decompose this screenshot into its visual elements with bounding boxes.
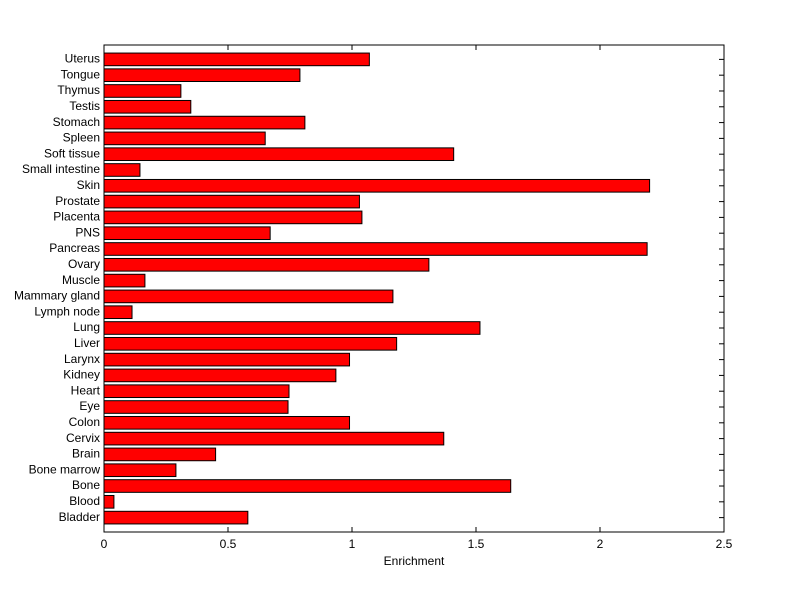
bar xyxy=(103,431,445,446)
bar xyxy=(103,115,306,130)
y-tick-label: Liver xyxy=(74,336,100,350)
y-tick-label: Small intestine xyxy=(22,162,100,176)
y-tick-label: Ovary xyxy=(68,257,100,271)
x-tick-label: 1 xyxy=(349,537,356,551)
y-tick-label: Stomach xyxy=(53,115,100,129)
bar xyxy=(103,242,648,256)
y-tick-label: Mammary gland xyxy=(14,289,100,303)
y-tick-label: Brain xyxy=(72,447,100,461)
bar xyxy=(103,463,177,478)
x-tick-label: 0 xyxy=(101,537,108,551)
bar xyxy=(103,178,651,193)
bar xyxy=(103,479,512,493)
y-tick-label: Kidney xyxy=(63,368,100,382)
bar xyxy=(103,257,430,272)
y-tick-label: Lymph node xyxy=(34,304,100,318)
bar xyxy=(103,415,351,430)
bar xyxy=(103,494,115,509)
bar xyxy=(103,194,360,209)
bar xyxy=(103,289,394,304)
bar xyxy=(103,321,481,335)
y-tick-label: Colon xyxy=(69,415,100,429)
bar xyxy=(103,368,337,383)
y-tick-label: Pancreas xyxy=(49,241,100,255)
y-tick-label: Cervix xyxy=(66,431,100,445)
y-tick-label: Soft tissue xyxy=(44,146,100,160)
bar xyxy=(103,510,249,525)
bar xyxy=(103,352,351,367)
plot-frame xyxy=(103,44,725,533)
bar xyxy=(103,305,133,320)
y-tick-label: Lung xyxy=(73,320,100,334)
y-tick-label: Eye xyxy=(79,399,100,413)
y-tick-label: PNS xyxy=(75,225,100,239)
x-tick-label: 0.5 xyxy=(220,537,237,551)
x-tick-label: 2 xyxy=(597,537,604,551)
y-tick-label: Skin xyxy=(77,178,100,192)
bar xyxy=(103,273,146,288)
y-tick-label: Thymus xyxy=(57,83,100,97)
bar xyxy=(103,52,370,67)
bar xyxy=(103,210,363,225)
y-tick-label: Bone xyxy=(72,478,100,492)
bar xyxy=(103,226,271,241)
y-tick-label: Bladder xyxy=(59,510,100,524)
y-tick-label: Uterus xyxy=(65,52,100,66)
y-tick-label: Larynx xyxy=(64,352,100,366)
y-tick-label: Placenta xyxy=(53,210,100,224)
bar xyxy=(103,400,289,414)
bar xyxy=(103,447,217,462)
y-tick-label: Tongue xyxy=(61,67,101,81)
bar xyxy=(103,336,398,351)
bar xyxy=(103,68,301,83)
x-tick-label: 2.5 xyxy=(716,537,733,551)
bar xyxy=(103,84,182,98)
y-tick-label: Muscle xyxy=(62,273,100,287)
y-tick-label: Spleen xyxy=(63,131,100,145)
bar xyxy=(103,163,141,177)
x-axis-label: Enrichment xyxy=(384,554,445,568)
x-tick-label: 1.5 xyxy=(468,537,485,551)
y-tick-label: Testis xyxy=(69,99,100,113)
bar xyxy=(103,131,266,146)
bar xyxy=(103,99,192,114)
y-tick-label: Blood xyxy=(69,494,100,508)
y-tick-label: Heart xyxy=(71,383,101,397)
bar xyxy=(103,147,455,162)
y-tick-label: Prostate xyxy=(55,194,100,208)
bar xyxy=(103,384,290,399)
y-tick-label: Bone marrow xyxy=(29,462,101,476)
